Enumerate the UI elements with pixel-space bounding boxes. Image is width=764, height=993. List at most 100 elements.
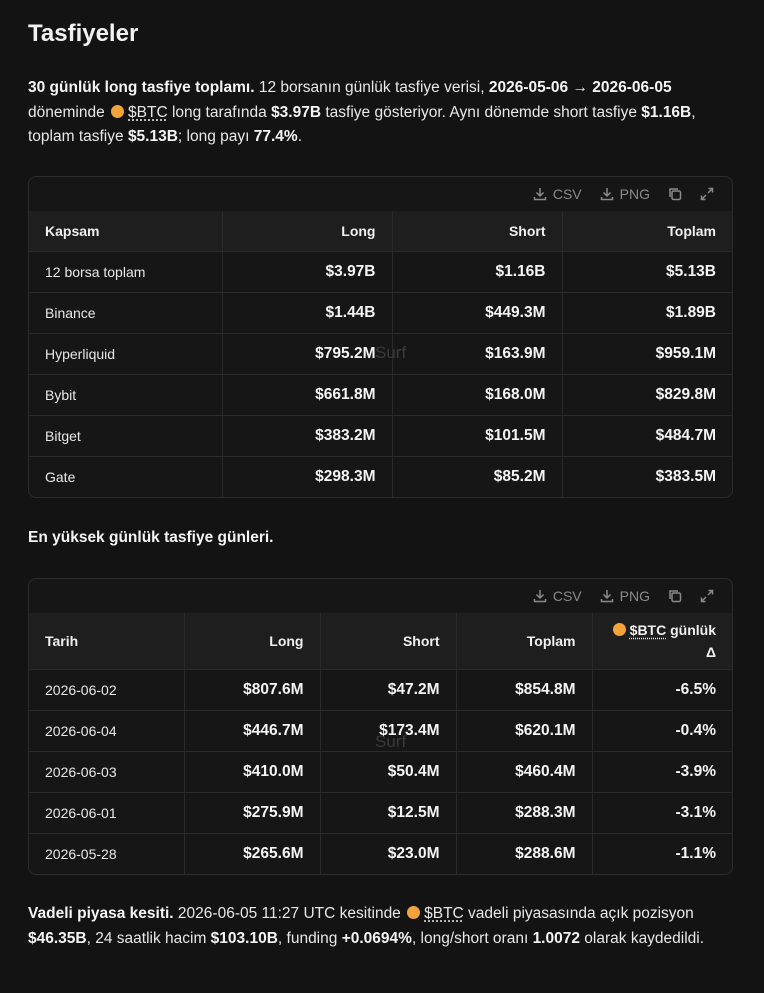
cell-value: $484.7M [562, 414, 732, 456]
thead: Tarih Long Short Toplam $BTC günlük Δ [29, 613, 732, 669]
cell-label: 2026-06-02 [29, 668, 185, 710]
text: vadeli piyasasında açık pozisyon [463, 905, 694, 922]
cell-value: $101.5M [392, 414, 563, 456]
csv-button[interactable]: CSV [533, 588, 582, 604]
column-header: Toplam [456, 613, 593, 669]
column-header: $BTC günlük Δ [592, 613, 732, 669]
table-row: 2026-06-01 $275.9M $12.5M $288.3M -3.1% [29, 791, 732, 833]
cell-label: Bitget [29, 414, 223, 456]
value: $1.16B [641, 103, 692, 121]
lead: Vadeli piyasa kesiti. [28, 905, 174, 922]
thead: Kapsam Long Short Toplam [29, 211, 732, 251]
cell-value: $288.6M [456, 832, 593, 874]
cell-label: 2026-06-01 [29, 791, 185, 833]
text: , funding [277, 929, 342, 947]
cell-value: -1.1% [592, 832, 732, 874]
value: 77.4% [253, 128, 298, 145]
column-header: Long [184, 613, 321, 669]
cell-label: 12 borsa toplam [29, 250, 223, 292]
cell-value: $1.16B [392, 250, 563, 292]
text: ; long payı [177, 128, 254, 145]
table-row: Gate $298.3M $85.2M $383.5M [29, 455, 732, 497]
btc-icon [407, 906, 421, 919]
column-header: Short [320, 613, 457, 669]
period: 2026-05-06 → 2026-06-05 [488, 79, 672, 96]
cell-value: $298.3M [222, 455, 393, 497]
text: long tarafında [167, 103, 272, 121]
btc-icon [111, 104, 125, 118]
text: tasfiye gösteriyor. Aynı dönemde short t… [321, 103, 642, 121]
page-title: Tasfiyeler [28, 20, 139, 47]
table-row: 2026-06-04 $446.7M $173.4M $620.1M -0.4% [29, 709, 732, 751]
cell-value: $959.1M [562, 332, 732, 374]
text: 2026-06-05 11:27 UTC kesitinde [173, 905, 406, 922]
ticker[interactable]: $BTC [629, 621, 667, 638]
text: , 24 saatlik hacim [86, 929, 211, 947]
text: 12 borsanın günlük tasfiye verisi, [254, 79, 489, 96]
ticker[interactable]: $BTC [424, 905, 464, 922]
column-header: Kapsam [29, 211, 223, 251]
table-card: CSV PNG Kapsam Long Short Toplam 12 borsa topl… [28, 176, 733, 498]
cell-value: $661.8M [222, 373, 393, 415]
cell-value: $829.8M [562, 373, 732, 415]
png-button[interactable]: PNG [600, 186, 650, 202]
table-row: Binance $1.44B $449.3M $1.89B [29, 291, 732, 333]
cell-label: 2026-05-28 [29, 832, 185, 874]
cell-value: $85.2M [392, 455, 563, 497]
tbody: 12 borsa toplam $3.97B $1.16B $5.13B Binance… [29, 250, 732, 497]
cell-label: 2026-06-04 [29, 709, 185, 751]
column-header: Toplam [562, 211, 732, 251]
text: , toplam tasfiye [28, 103, 696, 146]
expand-button[interactable] [700, 187, 714, 201]
watermark: Surf [375, 732, 407, 751]
cell-value: -3.9% [592, 750, 732, 792]
value: $103.10B [210, 929, 278, 947]
cell-value: $50.4M [320, 750, 457, 792]
png-button[interactable]: PNG [600, 588, 650, 604]
value: +0.0694% [341, 929, 412, 947]
copy-button[interactable] [668, 589, 682, 603]
cell-value: $410.0M [184, 750, 321, 792]
text: olarak kaydedildi. [579, 929, 705, 947]
cell-value: $163.9M [392, 332, 563, 374]
table-row: Bybit $661.8M $168.0M $829.8M [29, 373, 732, 415]
label: PNG [619, 588, 650, 604]
section-heading: En yüksek günlük tasfiye günleri. [28, 526, 740, 551]
label: günlük Δ [670, 621, 716, 660]
cell-value: -6.5% [592, 668, 732, 710]
header-row: Kapsam Long Short Toplam [29, 211, 732, 251]
lead: 30 günlük long tasfiye toplamı. [28, 79, 255, 96]
cell-value: $23.0M [320, 832, 457, 874]
cell-value: $3.97B [222, 250, 393, 292]
btc-icon [612, 622, 626, 636]
cell-label: Bybit [29, 373, 223, 415]
cell-value: $383.2M [222, 414, 393, 456]
cell-value: $168.0M [392, 373, 563, 415]
cell-value: $1.44B [222, 291, 393, 333]
futures-paragraph: Vadeli piyasa kesiti. 2026-06-05 11:27 U… [28, 902, 740, 951]
value: 1.0072 [532, 929, 580, 947]
cell-value: $12.5M [320, 791, 457, 833]
text: döneminde [28, 103, 110, 121]
cell-value: $449.3M [392, 291, 563, 333]
value: $3.97B [271, 103, 322, 121]
column-header: Long [222, 211, 393, 251]
header-row: Tarih Long Short Toplam $BTC günlük Δ [29, 613, 732, 669]
text: . [297, 128, 303, 145]
cell-value: $288.3M [456, 791, 593, 833]
csv-button[interactable]: CSV [533, 186, 582, 202]
table-row: 12 borsa toplam $3.97B $1.16B $5.13B [29, 250, 732, 292]
ticker[interactable]: $BTC [128, 103, 168, 121]
value: $46.35B [28, 929, 87, 947]
text: , long/short oranı [411, 929, 533, 947]
watermark: Surf [375, 343, 407, 362]
copy-button[interactable] [668, 187, 682, 201]
label: CSV [552, 186, 582, 202]
data-table: Tarih Long Short Toplam $BTC günlük Δ 2026-06… [29, 613, 732, 874]
column-header: Tarih [29, 613, 185, 669]
heading: En yüksek günlük tasfiye günleri. [28, 529, 274, 546]
cell-value: $5.13B [562, 250, 732, 292]
label: CSV [552, 588, 582, 604]
expand-button[interactable] [700, 589, 714, 603]
